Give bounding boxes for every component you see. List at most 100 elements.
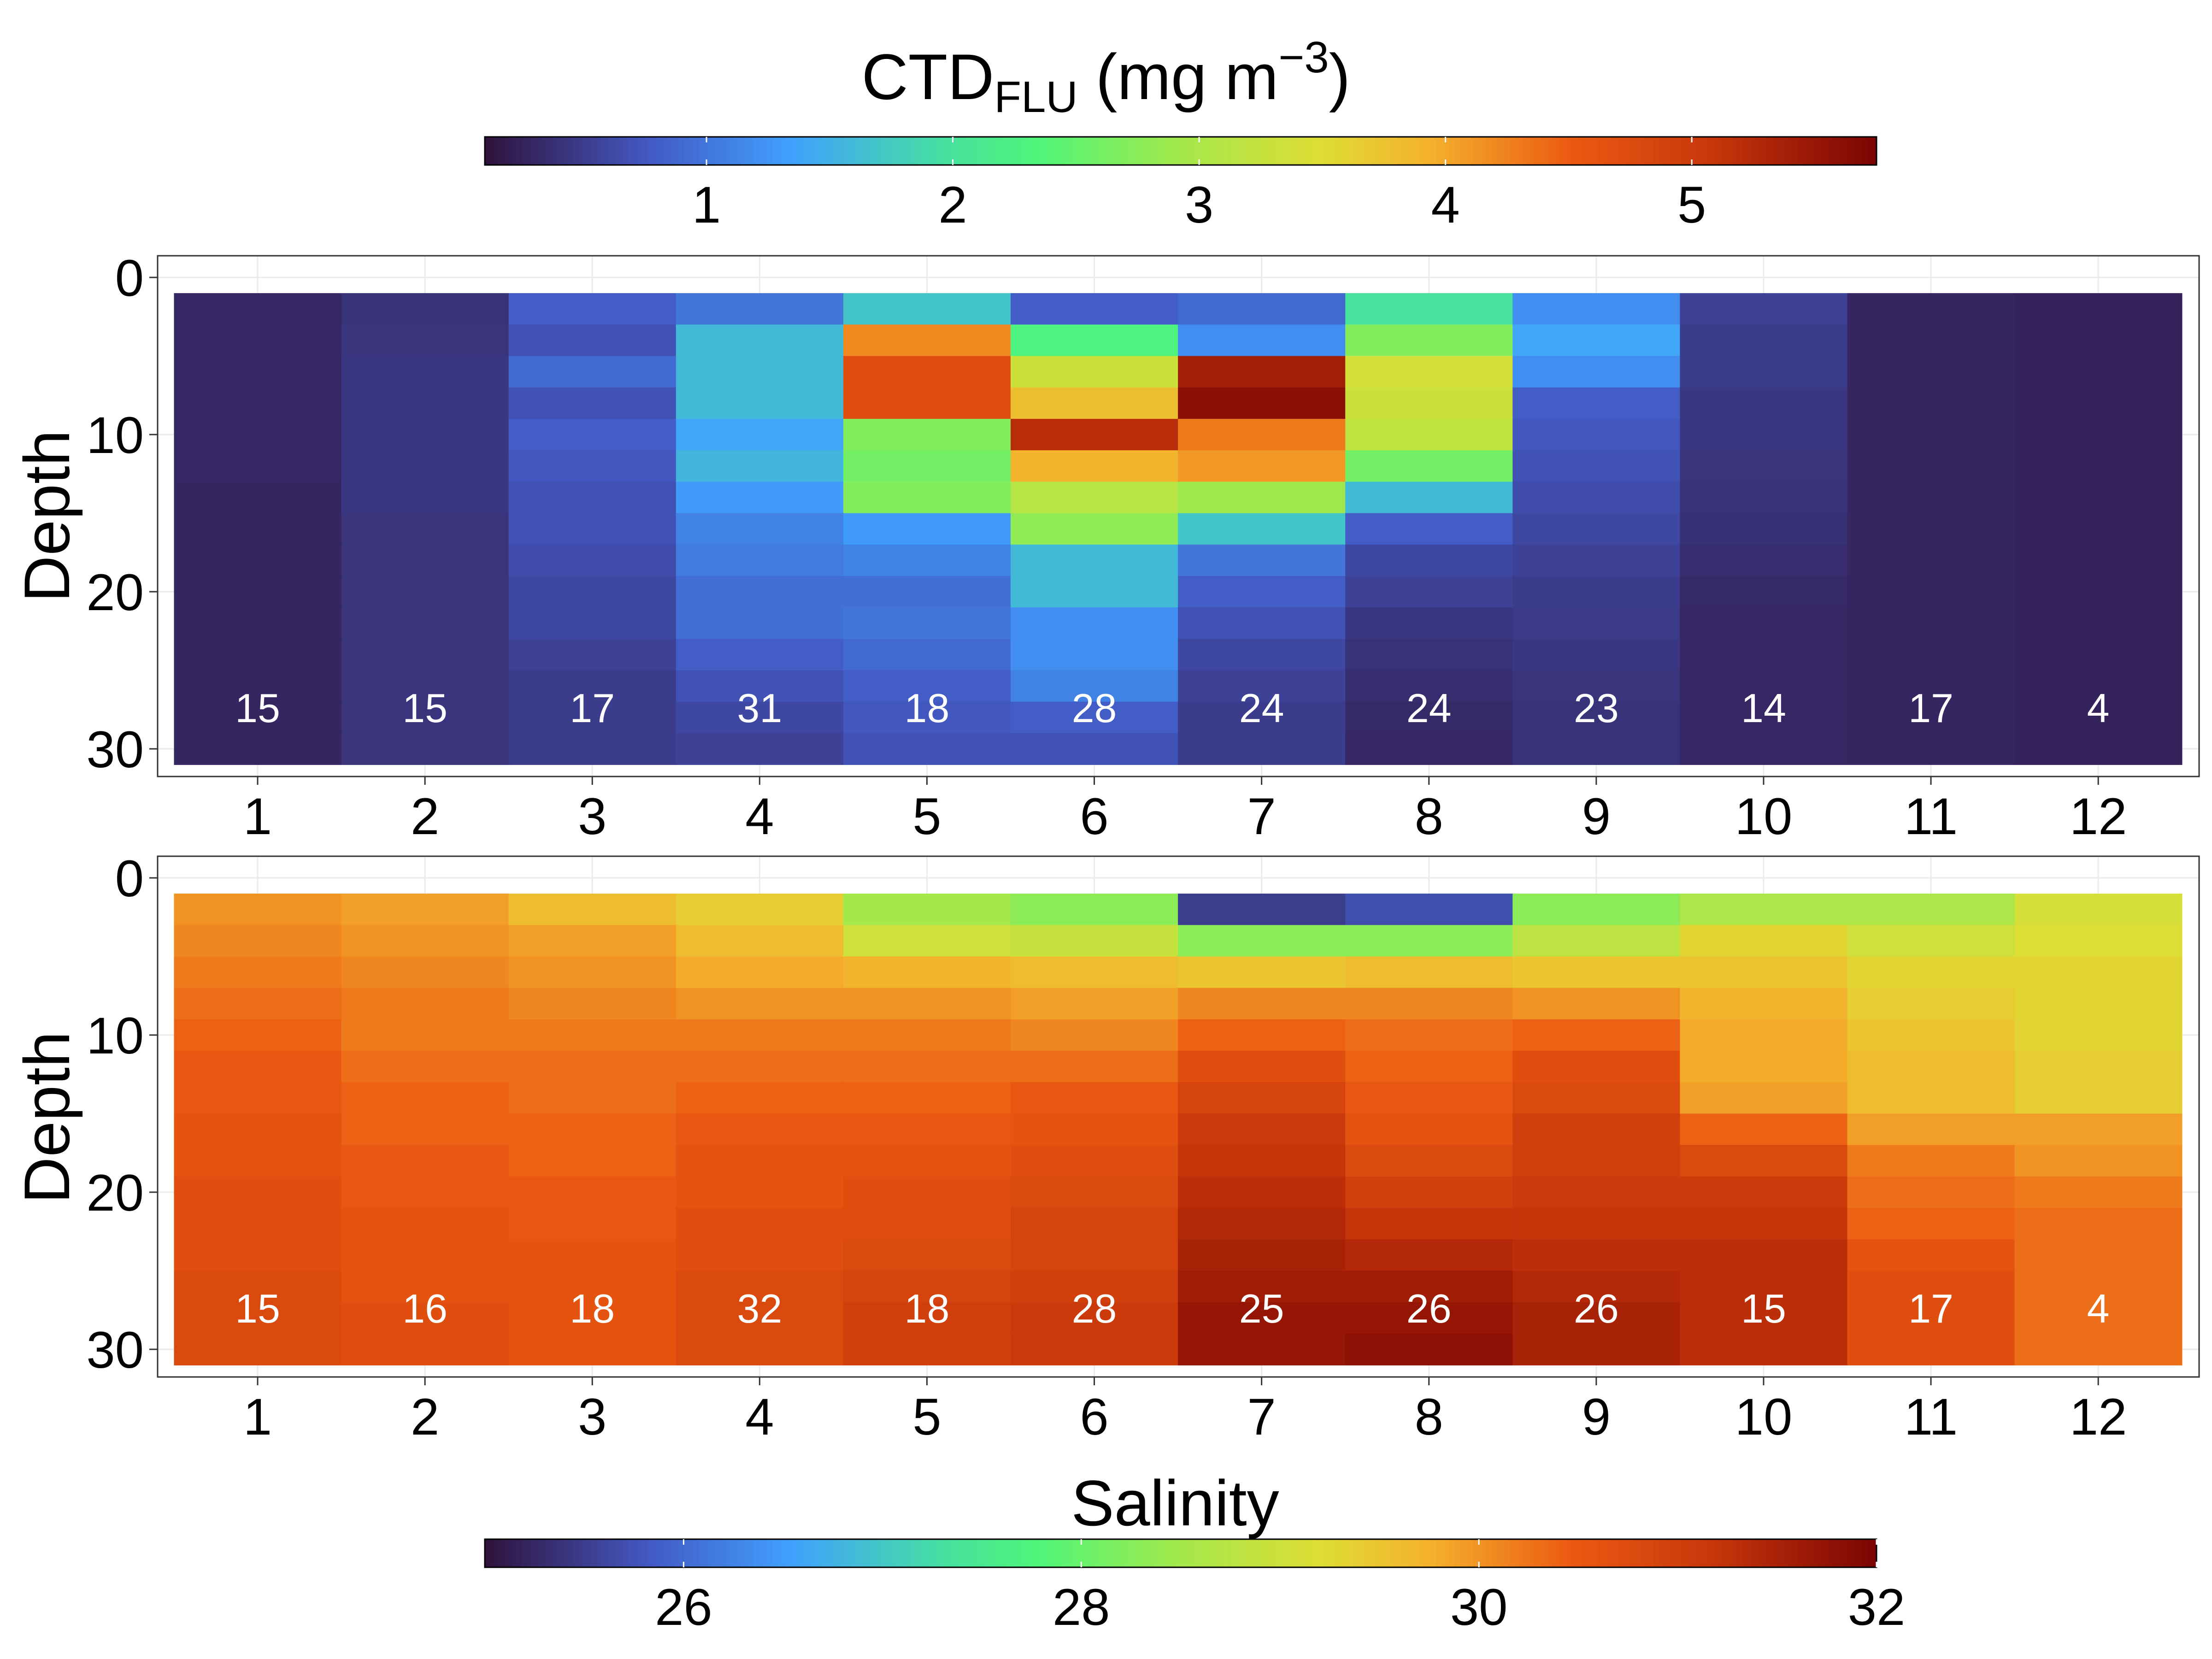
colorbar-swatch	[768, 1539, 773, 1567]
heatmap-cell	[1345, 293, 1513, 325]
colorbar-swatch	[1491, 1539, 1497, 1567]
colorbar-swatch	[1255, 1539, 1260, 1567]
heatmap-cell	[2014, 1051, 2183, 1083]
heatmap-cell	[508, 894, 677, 926]
heatmap-cell	[1345, 894, 1513, 926]
colorbar-swatch	[726, 137, 731, 165]
colorbar-swatch	[1148, 137, 1153, 165]
x-tick-label: 10	[1735, 788, 1793, 845]
colorbar-swatch	[1399, 137, 1404, 165]
heatmap-cell	[2014, 607, 2183, 640]
colorbar-tick-label: 32	[1848, 1578, 1906, 1636]
heatmap-cell	[1011, 1239, 1178, 1271]
colorbar-swatch	[1793, 1539, 1798, 1567]
heatmap-cell	[1011, 607, 1178, 640]
heatmap-cell	[676, 733, 844, 765]
heatmap-cell	[508, 450, 677, 482]
heatmap-cell	[1847, 607, 2015, 640]
colorbar-swatch	[485, 1539, 490, 1567]
panel-fluorescence-frame	[157, 255, 2200, 777]
colorbar-swatch	[1691, 1539, 1696, 1567]
colorbar-swatch	[1533, 1539, 1538, 1567]
colorbar-swatch	[1770, 137, 1775, 165]
colorbar-swatch	[1194, 1539, 1200, 1567]
heatmap-cell	[341, 450, 509, 482]
colorbar-swatch	[763, 137, 768, 165]
colorbar-swatch	[916, 137, 922, 165]
heatmap-cell	[1680, 1113, 1848, 1146]
colorbar-swatch	[818, 1539, 824, 1567]
colorbar-tick-label: 28	[1053, 1578, 1110, 1636]
colorbar-swatch	[1561, 137, 1566, 165]
heatmap-cell	[1512, 639, 1681, 671]
heatmap-cell	[1512, 450, 1681, 482]
x-tick-label: 9	[1582, 1388, 1611, 1446]
colorbar-swatch	[1672, 1539, 1677, 1567]
colorbar-swatch	[1519, 137, 1524, 165]
heatmap-cell	[2014, 1239, 2183, 1271]
x-tick-label: 7	[1247, 1388, 1276, 1446]
heatmap-cell	[508, 956, 677, 988]
heatmap-cell	[1680, 639, 1848, 671]
colorbar-swatch	[1714, 137, 1719, 165]
column-count-label: 17	[1908, 685, 1953, 731]
colorbar-swatch	[1041, 137, 1047, 165]
colorbar-swatch	[1561, 1539, 1566, 1567]
heatmap-cell	[1512, 482, 1681, 514]
colorbar-swatch	[1403, 1539, 1409, 1567]
heatmap-cell	[1512, 418, 1681, 451]
x-tick-label: 4	[745, 1388, 774, 1446]
heatmap-cell	[1345, 925, 1513, 957]
colorbar-swatch	[1231, 1539, 1237, 1567]
heatmap-cell	[2014, 1271, 2183, 1303]
heatmap-cell	[174, 639, 342, 671]
colorbar-swatch	[1273, 1539, 1279, 1567]
colorbar-swatch	[1208, 137, 1214, 165]
colorbar-swatch	[1482, 1539, 1488, 1567]
heatmap-cell	[508, 670, 677, 702]
colorbar-swatch	[995, 137, 1000, 165]
colorbar-swatch	[717, 137, 722, 165]
colorbar-swatch	[1588, 137, 1594, 165]
column-count-label: 15	[235, 685, 280, 731]
colorbar-swatch	[753, 137, 759, 165]
heatmap-cell	[508, 1176, 677, 1208]
colorbar-swatch	[665, 1539, 671, 1567]
colorbar-swatch	[591, 137, 597, 165]
colorbar-swatch	[1858, 1539, 1863, 1567]
colorbar-swatch	[1718, 1539, 1724, 1567]
colorbar-swatch	[573, 137, 578, 165]
colorbar-swatch	[1575, 1539, 1580, 1567]
heatmap-cell	[1178, 956, 1346, 988]
colorbar-swatch	[485, 137, 490, 165]
colorbar-swatch	[986, 137, 991, 165]
colorbar-swatch	[753, 1539, 759, 1567]
heatmap-cell	[843, 733, 1011, 765]
heatmap-cell	[676, 1145, 844, 1177]
colorbar-swatch	[967, 137, 972, 165]
heatmap-cell	[1512, 1176, 1681, 1208]
heatmap-cell	[508, 513, 677, 545]
colorbar-swatch	[1677, 137, 1682, 165]
colorbar-swatch	[1714, 1539, 1719, 1567]
colorbar-swatch	[1426, 1539, 1432, 1567]
colorbar-swatch	[744, 137, 750, 165]
colorbar-swatch	[1779, 1539, 1784, 1567]
heatmap-cell	[676, 988, 844, 1020]
heatmap-cell	[1847, 639, 2015, 671]
heatmap-cell	[508, 1239, 677, 1271]
heatmap-cell	[341, 482, 509, 514]
heatmap-cell	[1345, 1239, 1513, 1271]
colorbar-swatch	[1728, 137, 1733, 165]
heatmap-cell	[1847, 576, 2015, 608]
colorbar-swatch	[1245, 1539, 1251, 1567]
colorbar-swatch	[1190, 1539, 1195, 1567]
colorbar-swatch	[526, 1539, 532, 1567]
heatmap-cell	[1847, 1208, 2015, 1240]
colorbar-swatch	[1231, 137, 1237, 165]
heatmap-cell	[1680, 670, 1848, 702]
heatmap-cell	[1512, 607, 1681, 640]
colorbar-swatch	[1399, 1539, 1404, 1567]
heatmap-cell	[1345, 356, 1513, 388]
colorbar-swatch	[652, 137, 657, 165]
